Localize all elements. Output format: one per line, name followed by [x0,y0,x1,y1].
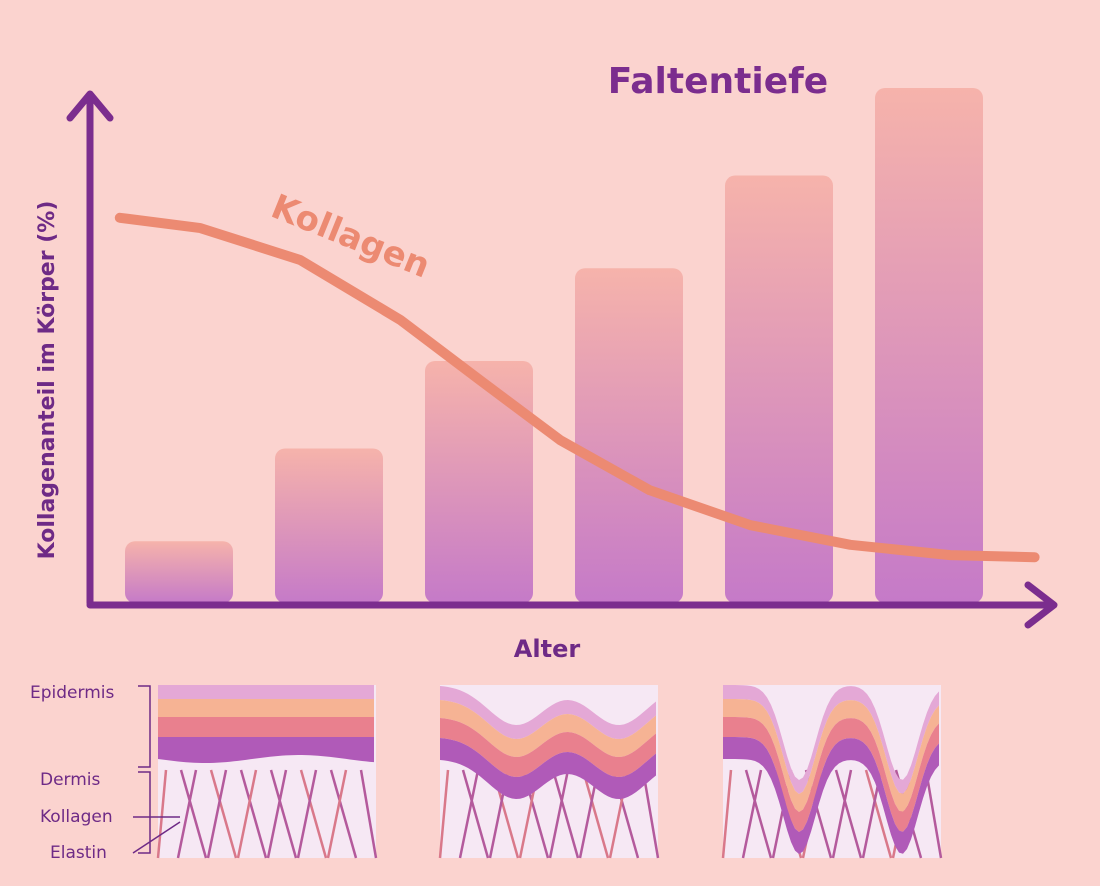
fiber [296,769,318,859]
skin-panel [438,685,660,859]
epidermis-layer [723,717,939,832]
skin-diagrams [156,685,943,859]
skin-panel [721,685,943,859]
epidermis-layer [440,685,656,740]
label: Epidermis [30,683,114,703]
axes [66,90,1058,629]
epidermis-layer [158,717,374,737]
fiber [721,769,733,859]
fiber [831,769,853,859]
bar [125,541,233,603]
fiber [179,769,208,859]
bar [725,175,833,604]
fiber [239,769,268,859]
fiber [266,769,288,859]
fiber [329,769,358,859]
bar [875,88,983,603]
label-brackets [132,685,181,854]
bar [425,360,533,603]
x-axis [86,581,1058,629]
bar [575,268,683,603]
epidermis-layer [723,685,939,794]
fiber [438,769,450,859]
fiber [834,769,863,859]
fiber [551,769,580,859]
fiber [744,769,773,859]
fiber [458,769,480,859]
epidermis-layer [158,699,374,717]
epidermis-layer [440,717,656,778]
fiber [581,769,610,859]
x-axis-title: Alter [514,635,581,663]
y-axis [66,90,114,607]
y-axis-title: Kollagenanteil im Körper (%) [35,201,60,560]
fiber [156,769,168,859]
epidermis-layer [158,737,374,763]
fiber [269,769,298,859]
label: Dermis [40,770,101,790]
fiber [236,769,258,859]
bar [275,448,383,603]
fiber [209,769,238,859]
chart-title: Faltentiefe [608,61,828,102]
fiber [176,769,198,859]
epidermis-layer [440,737,656,800]
skin-panel [156,685,378,859]
fiber [641,769,660,859]
fiber [864,769,893,859]
label: Elastin [50,843,107,863]
line [114,212,1040,563]
epidermis-layer [723,737,939,854]
label: Kollagen [40,807,113,827]
epidermis-layer [158,685,374,699]
fiber [461,769,490,859]
fiber [206,769,228,859]
fiber [924,769,943,859]
epidermis-layer [723,699,939,812]
fiber [548,769,570,859]
fiber [741,769,763,859]
fiber [359,769,378,859]
fiber [326,769,348,859]
fiber [299,769,328,859]
epidermis-layer [440,699,656,758]
diagram-labels: Epidermis Dermis Kollagen Elastin [30,683,181,863]
